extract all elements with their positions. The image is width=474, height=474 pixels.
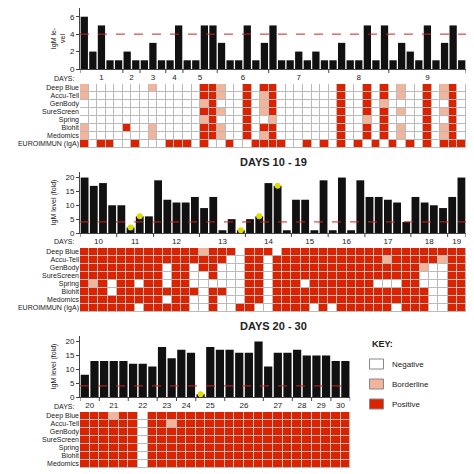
svg-text:24: 24 bbox=[182, 401, 191, 410]
svg-text:Borderline: Borderline bbox=[392, 380, 429, 389]
svg-text:IgM level (fold): IgM level (fold) bbox=[50, 180, 58, 226]
svg-text:4: 4 bbox=[70, 30, 75, 39]
svg-text:Accu-Tell: Accu-Tell bbox=[51, 420, 80, 427]
svg-text:0: 0 bbox=[70, 65, 75, 74]
svg-text:12: 12 bbox=[172, 237, 181, 246]
svg-text:26: 26 bbox=[240, 401, 249, 410]
svg-text:7: 7 bbox=[297, 73, 302, 82]
svg-text:6: 6 bbox=[70, 13, 75, 22]
svg-text:11: 11 bbox=[131, 237, 140, 246]
svg-text:14: 14 bbox=[264, 237, 273, 246]
svg-text:GenBody: GenBody bbox=[50, 428, 80, 436]
svg-text:DAYS 20 - 30: DAYS 20 - 30 bbox=[240, 320, 307, 332]
svg-text:Deep Blue: Deep Blue bbox=[46, 248, 79, 256]
svg-text:20: 20 bbox=[65, 173, 74, 182]
svg-text:Biohit: Biohit bbox=[61, 452, 79, 459]
svg-text:GenBody: GenBody bbox=[50, 264, 80, 272]
svg-text:29: 29 bbox=[317, 401, 326, 410]
svg-text:1: 1 bbox=[99, 73, 104, 82]
svg-text:Negative: Negative bbox=[392, 360, 424, 369]
svg-text:Biohit: Biohit bbox=[61, 124, 79, 131]
svg-text:0: 0 bbox=[70, 229, 75, 238]
svg-text:Medomics: Medomics bbox=[47, 460, 79, 467]
svg-text:Biohit: Biohit bbox=[61, 288, 79, 295]
svg-text:SureScreen: SureScreen bbox=[42, 436, 79, 443]
svg-text:17: 17 bbox=[383, 237, 392, 246]
svg-text:15: 15 bbox=[305, 237, 314, 246]
svg-text:21: 21 bbox=[109, 401, 118, 410]
svg-text:DAYS:: DAYS: bbox=[54, 403, 75, 410]
svg-text:15: 15 bbox=[65, 351, 74, 360]
svg-text:23: 23 bbox=[162, 401, 171, 410]
svg-text:GenBody: GenBody bbox=[50, 100, 80, 108]
svg-text:Accu-Tell: Accu-Tell bbox=[51, 92, 80, 99]
svg-text:3: 3 bbox=[151, 73, 156, 82]
svg-text:IgM level (fold): IgM level (fold) bbox=[50, 344, 58, 390]
svg-text:10: 10 bbox=[65, 365, 74, 374]
svg-text:Spring: Spring bbox=[59, 280, 79, 288]
svg-text:20: 20 bbox=[85, 401, 94, 410]
svg-text:DAYS:: DAYS: bbox=[54, 238, 75, 245]
svg-text:2: 2 bbox=[129, 73, 134, 82]
svg-text:13: 13 bbox=[218, 237, 227, 246]
svg-text:DAYS 10 - 19: DAYS 10 - 19 bbox=[240, 156, 307, 168]
svg-text:10: 10 bbox=[65, 201, 74, 210]
svg-text:5: 5 bbox=[70, 215, 75, 224]
svg-text:10: 10 bbox=[94, 237, 103, 246]
svg-text:22: 22 bbox=[138, 401, 147, 410]
svg-text:Medomics: Medomics bbox=[47, 296, 79, 303]
svg-text:30: 30 bbox=[336, 401, 345, 410]
svg-text:28: 28 bbox=[297, 401, 306, 410]
svg-text:Deep Blue: Deep Blue bbox=[46, 84, 79, 92]
svg-text:Deep Blue: Deep Blue bbox=[46, 412, 79, 420]
svg-text:Spring: Spring bbox=[59, 116, 79, 124]
svg-text:Medomics: Medomics bbox=[47, 132, 79, 139]
svg-text:KEY:: KEY: bbox=[372, 339, 393, 349]
svg-text:9: 9 bbox=[425, 73, 430, 82]
svg-text:5: 5 bbox=[70, 379, 75, 388]
svg-text:25: 25 bbox=[206, 401, 215, 410]
svg-text:Spring: Spring bbox=[59, 444, 79, 452]
svg-text:4: 4 bbox=[172, 73, 177, 82]
svg-text:IgM le-vel: IgM le-vel bbox=[50, 27, 66, 49]
svg-text:8: 8 bbox=[357, 73, 362, 82]
svg-text:SureScreen: SureScreen bbox=[42, 272, 79, 279]
svg-text:18: 18 bbox=[425, 237, 434, 246]
svg-text:2: 2 bbox=[70, 47, 75, 56]
svg-text:DAYS:: DAYS: bbox=[54, 75, 75, 82]
svg-text:16: 16 bbox=[342, 237, 351, 246]
svg-text:27: 27 bbox=[273, 401, 282, 410]
svg-text:Accu-Tell: Accu-Tell bbox=[51, 256, 80, 263]
svg-text:19: 19 bbox=[452, 237, 461, 246]
svg-text:Positive: Positive bbox=[392, 400, 421, 409]
svg-text:5: 5 bbox=[198, 73, 203, 82]
svg-text:EUROIMMUN (IgA): EUROIMMUN (IgA) bbox=[18, 140, 79, 148]
svg-text:20: 20 bbox=[65, 337, 74, 346]
svg-text:15: 15 bbox=[65, 187, 74, 196]
svg-text:EUROIMMUN (IgA): EUROIMMUN (IgA) bbox=[18, 304, 79, 312]
svg-text:0: 0 bbox=[70, 393, 75, 402]
svg-text:6: 6 bbox=[241, 73, 246, 82]
svg-text:SureScreen: SureScreen bbox=[42, 108, 79, 115]
